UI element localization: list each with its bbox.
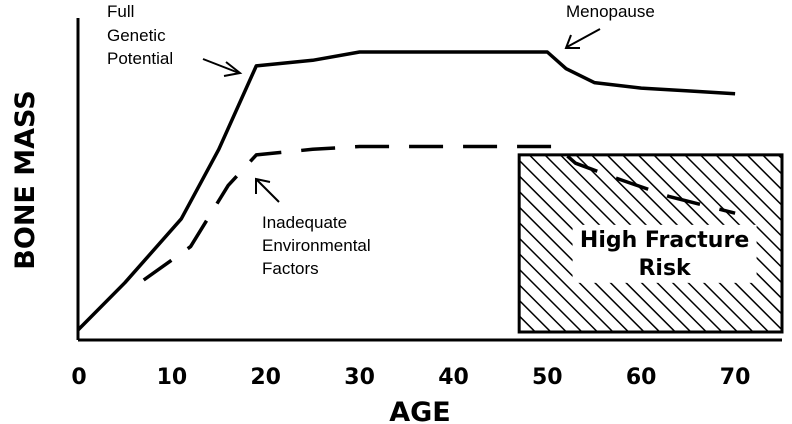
arrow-icon <box>256 179 280 203</box>
risk-region: High Fracture Risk <box>517 153 784 334</box>
annotation-text: Potential <box>107 49 173 68</box>
x-tick-label: 0 <box>71 365 86 390</box>
arrowhead-icon <box>255 177 271 194</box>
annotation-inadequate-factors: Inadequate Environmental Factors <box>255 177 371 278</box>
x-tick-labels: 0 10 20 30 40 50 60 70 <box>71 365 750 390</box>
annotation-full-genetic-potential: Full Genetic Potential <box>107 2 243 77</box>
annotation-menopause: Menopause <box>564 2 655 49</box>
annotation-text: Menopause <box>566 2 655 21</box>
x-tick-label: 40 <box>438 365 469 390</box>
x-tick-label: 30 <box>344 365 375 390</box>
arrow-icon <box>566 28 601 48</box>
risk-label-line-1: High Fracture <box>580 228 749 253</box>
risk-label-line-2: Risk <box>638 256 692 281</box>
risk-label-background <box>572 224 757 283</box>
annotation-text: Environmental <box>262 236 371 255</box>
arrow-icon <box>202 58 240 74</box>
x-tick-label: 20 <box>250 365 281 390</box>
arrowhead-icon <box>223 61 243 77</box>
annotation-text: Genetic <box>107 26 166 45</box>
annotation-text: Full <box>107 2 134 21</box>
arrowhead-icon <box>564 34 580 49</box>
x-tick-label: 10 <box>157 365 188 390</box>
x-tick-label: 60 <box>626 365 657 390</box>
annotation-text: Factors <box>262 259 319 278</box>
x-tick-label: 70 <box>720 365 751 390</box>
annotation-text: Inadequate <box>262 213 347 232</box>
x-axis-title: AGE <box>389 397 451 424</box>
y-axis-title: BONE MASS <box>10 90 41 269</box>
x-tick-label: 50 <box>532 365 563 390</box>
inadequate-factors-line <box>142 144 736 282</box>
full-potential-line <box>76 50 736 332</box>
